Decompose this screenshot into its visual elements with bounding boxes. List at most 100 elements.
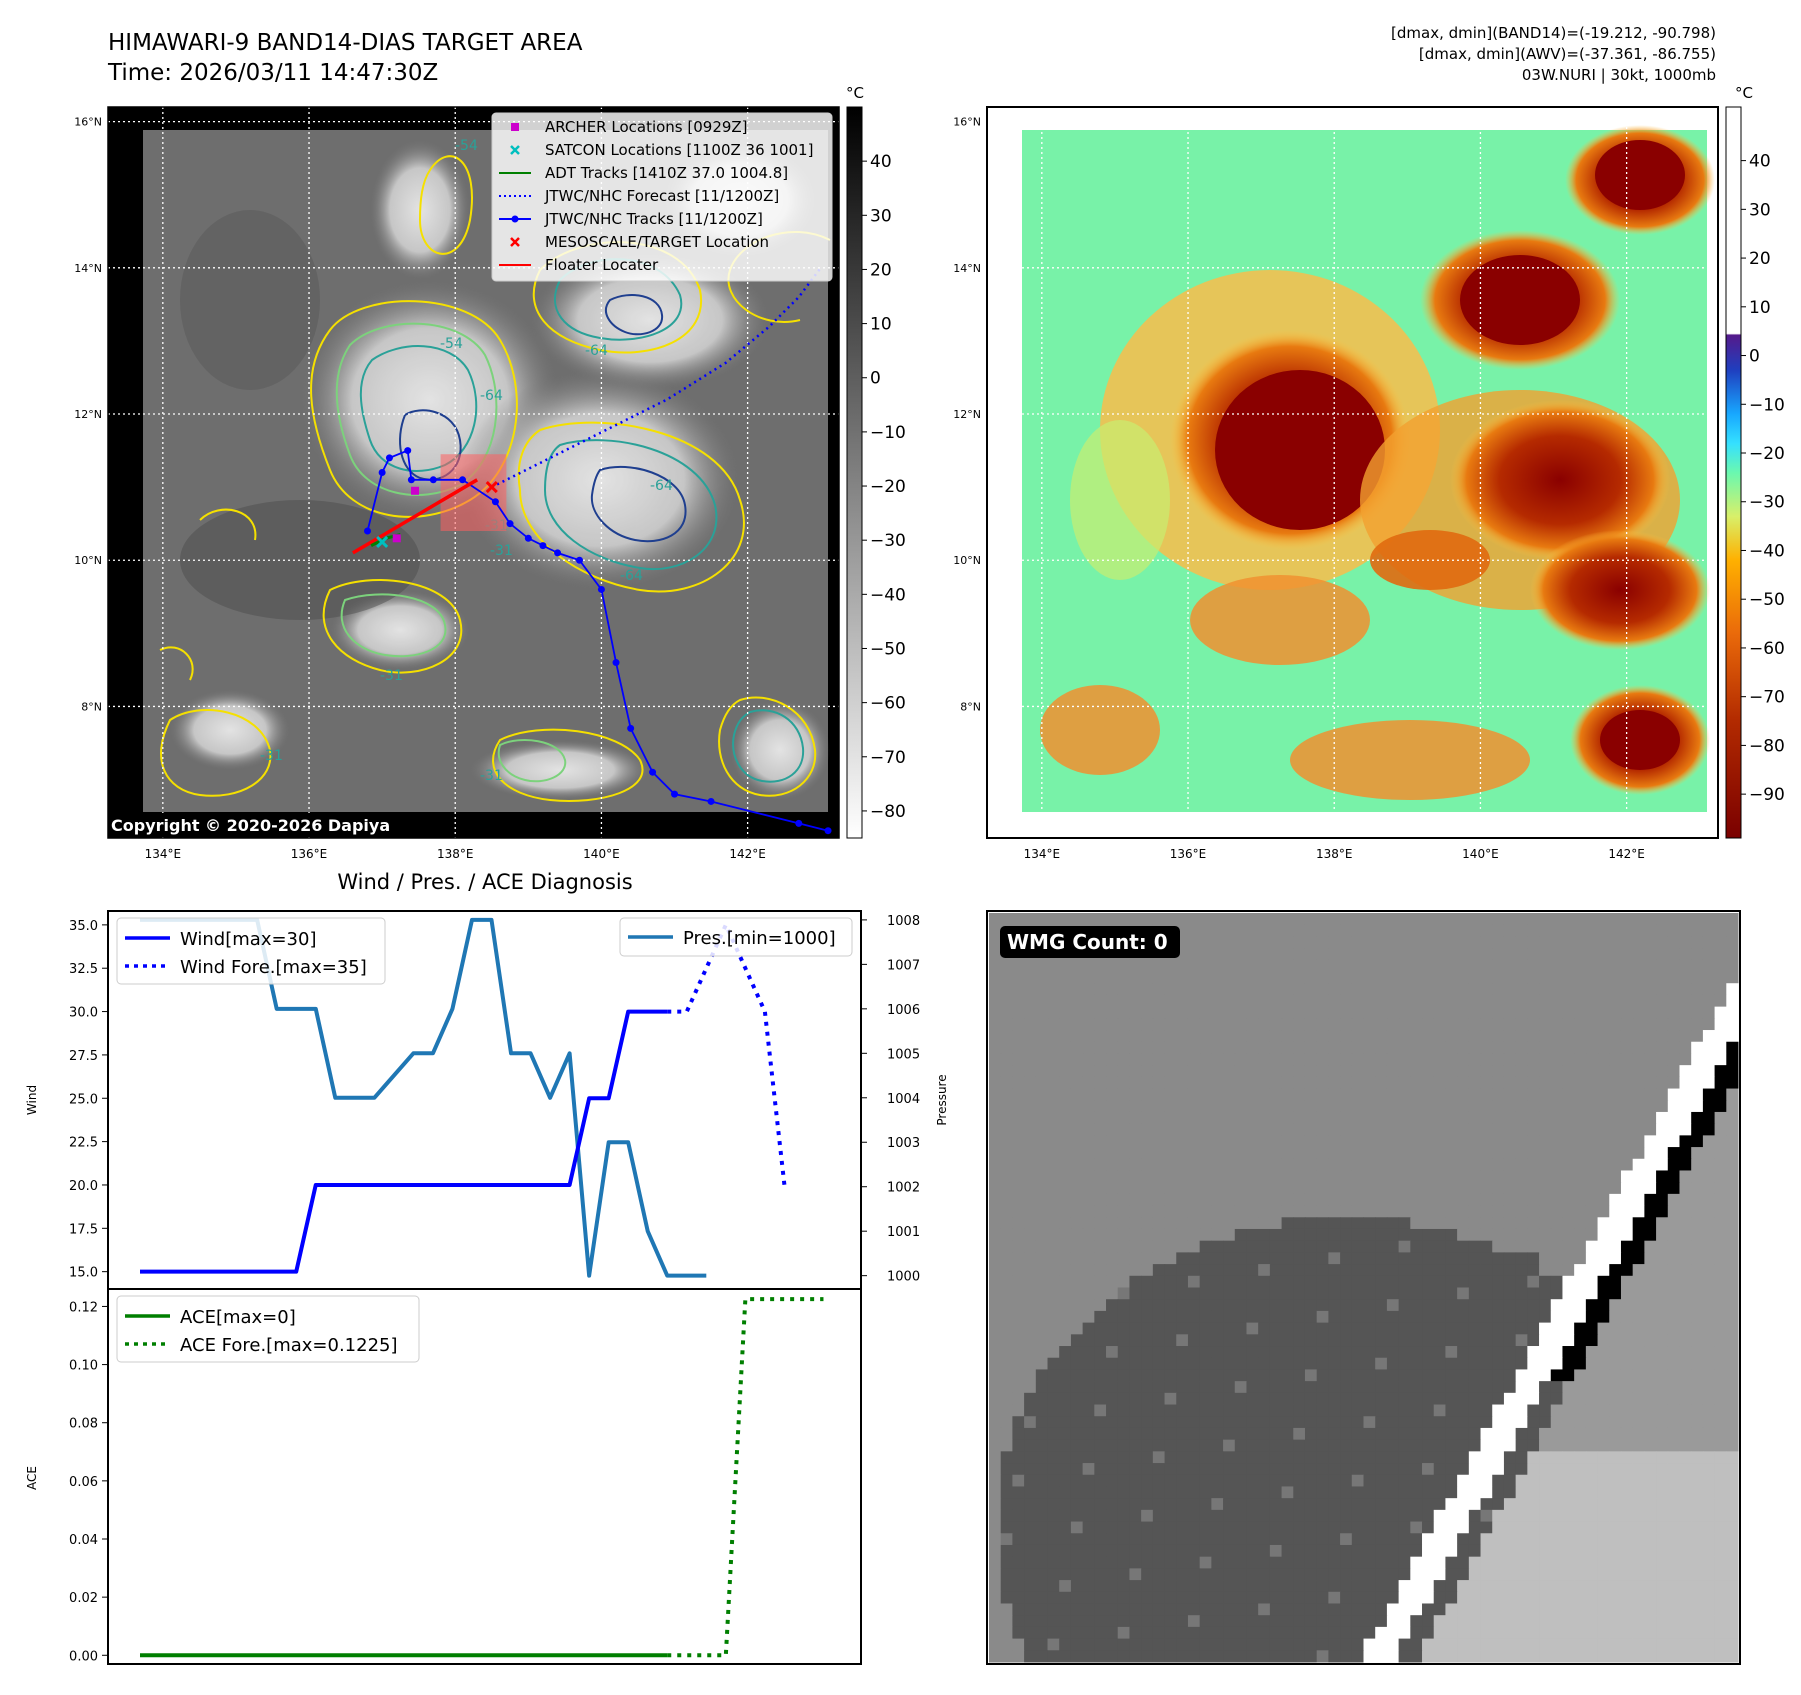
wmg-cell <box>1129 1346 1142 1359</box>
wmg-cell <box>1152 1228 1166 1242</box>
wmg-cell <box>1515 1170 1528 1183</box>
wmg-cell <box>1585 1310 1599 1324</box>
wmg-cell <box>1211 1123 1224 1136</box>
wmg-cell <box>1539 1334 1552 1347</box>
wmg-cell <box>1468 1615 1482 1628</box>
wmg-cell <box>1620 1427 1634 1441</box>
wmg-cell <box>1340 1170 1353 1183</box>
wmg-cell <box>1316 1217 1329 1230</box>
wmg-cell <box>1000 971 1013 984</box>
wmg-cell <box>1375 936 1388 949</box>
wmg-cell <box>1117 1509 1130 1523</box>
wmg-cell <box>1316 1135 1329 1148</box>
wmg-cell <box>1539 1521 1552 1534</box>
wmg-cell <box>1223 913 1236 926</box>
wmg-cell <box>1000 1182 1013 1195</box>
wmg-cell <box>1539 1439 1552 1452</box>
wmg-cell <box>1094 1287 1107 1300</box>
wmg-cell <box>1234 1123 1247 1136</box>
wmg-cell <box>1585 1182 1599 1195</box>
wmg-cell <box>1176 1264 1189 1277</box>
wmg-cell <box>1515 1053 1528 1066</box>
wmg-cell <box>1632 1123 1645 1136</box>
enhanced-lon-label: 140°E <box>1462 847 1499 861</box>
wmg-cell <box>1223 1650 1236 1663</box>
wmg-cell <box>1714 1135 1727 1148</box>
wmg-cell <box>1527 1123 1540 1136</box>
wmg-cell <box>1012 1521 1025 1534</box>
wmg-cell <box>1199 1638 1212 1651</box>
wmg-cell <box>1398 994 1411 1008</box>
wmg-cell <box>1094 994 1107 1008</box>
wmg-cell <box>1141 1427 1154 1441</box>
wmg-cell <box>1503 959 1517 973</box>
wmg-cell <box>1164 1275 1177 1288</box>
wmg-cell <box>1187 1544 1201 1558</box>
wmg-cell <box>1375 1416 1388 1429</box>
wmg-cell <box>1340 1228 1353 1242</box>
wmg-cell <box>1562 1310 1575 1324</box>
wmg-cell <box>1620 1580 1634 1593</box>
wmg-cell <box>1609 1439 1622 1452</box>
wmg-cell <box>1632 924 1645 937</box>
wmg-cell <box>1246 1427 1259 1441</box>
wmg-cell <box>1328 1603 1341 1616</box>
wmg-cell <box>1714 1439 1727 1452</box>
wmg-cell <box>1375 1463 1388 1476</box>
wmg-cell <box>1714 1650 1727 1663</box>
wmg-cell <box>1714 1615 1727 1628</box>
wmg-cell <box>1656 971 1669 984</box>
jtwc-track-point <box>429 476 437 484</box>
wmg-cell <box>1679 1626 1692 1640</box>
wmg-cell <box>1059 1381 1072 1394</box>
wmg-cell <box>1539 1381 1552 1394</box>
wmg-cell <box>1000 1544 1013 1558</box>
wmg-cell <box>1129 983 1142 996</box>
wmg-cell <box>1152 1381 1166 1394</box>
wmg-cell <box>1246 1147 1259 1160</box>
wmg-cell <box>1457 1252 1470 1265</box>
wmg-cell <box>1246 1638 1259 1651</box>
wmg-cell <box>1211 1427 1224 1441</box>
wmg-cell <box>1375 1521 1388 1534</box>
wmg-cell <box>1328 1287 1341 1300</box>
wmg-cell <box>1269 1322 1283 1335</box>
wmg-cell <box>1304 1287 1318 1300</box>
wmg-cell <box>1445 948 1458 961</box>
wmg-cell <box>1702 1030 1716 1043</box>
wmg-cell <box>1503 1346 1517 1359</box>
wmg-cell <box>1328 1205 1341 1218</box>
wmg-cell <box>1656 1404 1669 1417</box>
wmg-cell <box>1328 1509 1341 1523</box>
wmg-cell <box>1281 1193 1294 1207</box>
wmg-cell <box>1574 1451 1587 1464</box>
wmg-cell <box>1199 1357 1212 1370</box>
wmg-cell <box>1304 1521 1318 1534</box>
wmg-cell <box>1141 1357 1154 1370</box>
wmg-cell <box>1691 959 1704 973</box>
wmg-cell <box>1000 1463 1013 1476</box>
wmg-cell <box>1386 1451 1400 1464</box>
wmg-cell <box>1457 1123 1470 1136</box>
wmg-cell <box>1164 959 1177 973</box>
wmg-cell <box>1667 1111 1680 1125</box>
wmg-cell <box>1223 1369 1236 1382</box>
wmg-cell <box>1187 1111 1201 1125</box>
target-area-box <box>440 454 507 531</box>
wmg-cell <box>1503 1252 1517 1265</box>
wmg-cell <box>1176 1650 1189 1663</box>
wmg-cell <box>1691 1041 1704 1054</box>
satcon-marker <box>376 535 389 549</box>
wmg-cell <box>1234 1310 1247 1324</box>
wmg-cell <box>1457 1205 1470 1218</box>
wmg-cell <box>1714 1404 1727 1417</box>
wmg-cell <box>1258 1264 1271 1277</box>
wmg-cell <box>1422 1135 1435 1148</box>
wmg-cell <box>1714 1252 1727 1265</box>
wmg-cell <box>1094 1486 1107 1499</box>
wmg-cell <box>1281 1533 1294 1546</box>
wmg-cell <box>1515 1006 1528 1019</box>
wmg-cell <box>1293 1544 1306 1558</box>
wmg-cell <box>1117 1030 1130 1043</box>
wmg-cell <box>1035 1065 1049 1078</box>
